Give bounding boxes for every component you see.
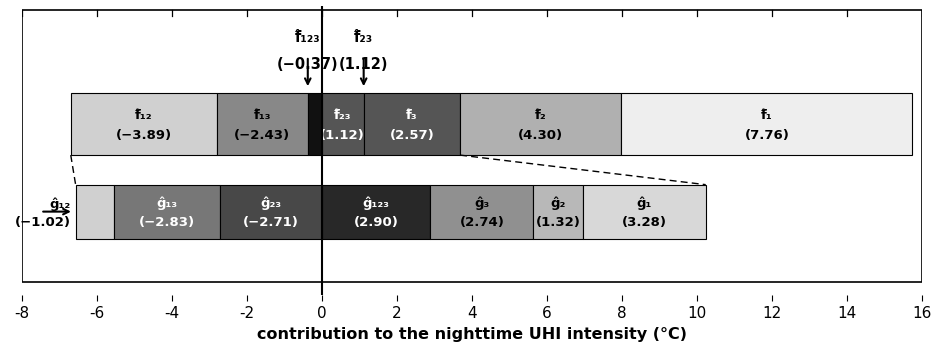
- Bar: [114, 185, 220, 239]
- Text: (−2.43): (−2.43): [234, 129, 290, 142]
- Text: f̂₂₃: f̂₂₃: [333, 109, 351, 121]
- Text: f̂₃: f̂₃: [405, 109, 417, 121]
- Text: ĝ₁₃: ĝ₁₃: [156, 196, 177, 210]
- Text: f̂₁₂₃: f̂₁₂₃: [295, 30, 320, 45]
- Text: (4.30): (4.30): [518, 129, 563, 142]
- Bar: [71, 93, 216, 155]
- Bar: [216, 93, 307, 155]
- Bar: [76, 185, 114, 239]
- Text: (2.57): (2.57): [389, 129, 433, 142]
- Bar: [307, 93, 321, 155]
- Text: ĝ₂₃: ĝ₂₃: [260, 196, 281, 210]
- Text: (−1.02): (−1.02): [15, 216, 71, 229]
- Bar: [460, 93, 621, 155]
- Text: (−2.71): (−2.71): [242, 216, 299, 229]
- Text: (7.76): (7.76): [743, 129, 788, 142]
- Text: ĝ₁₂₃: ĝ₁₂₃: [362, 196, 389, 210]
- Text: ĝ₁: ĝ₁: [636, 196, 651, 210]
- Bar: [321, 185, 430, 239]
- Text: f̂₁₂: f̂₁₂: [135, 109, 153, 121]
- Text: f̂₁₃: f̂₁₃: [254, 109, 271, 121]
- Text: (1.12): (1.12): [339, 57, 388, 72]
- Bar: [533, 185, 582, 239]
- Text: ĝ₃: ĝ₃: [474, 196, 489, 210]
- Text: (2.90): (2.90): [353, 216, 398, 229]
- Bar: [363, 93, 460, 155]
- Text: f̂₂₃: f̂₂₃: [354, 30, 373, 45]
- Bar: [220, 185, 321, 239]
- Text: (2.74): (2.74): [459, 216, 504, 229]
- Text: (−3.89): (−3.89): [115, 129, 171, 142]
- Bar: [621, 93, 912, 155]
- Text: f̂₁: f̂₁: [760, 109, 772, 121]
- Text: (1.32): (1.32): [535, 216, 579, 229]
- Text: ĝ₁₂: ĝ₁₂: [50, 197, 71, 211]
- Bar: [321, 93, 363, 155]
- Text: (−2.83): (−2.83): [139, 216, 195, 229]
- Text: (3.28): (3.28): [622, 216, 666, 229]
- Bar: [582, 185, 705, 239]
- Text: (−0.37): (−0.37): [277, 57, 338, 72]
- Text: (1.12): (1.12): [320, 129, 365, 142]
- Text: ĝ₂: ĝ₂: [549, 196, 565, 210]
- X-axis label: contribution to the nighttime UHI intensity (°C): contribution to the nighttime UHI intens…: [256, 327, 686, 342]
- Bar: [430, 185, 533, 239]
- Text: f̂₂: f̂₂: [534, 109, 546, 121]
